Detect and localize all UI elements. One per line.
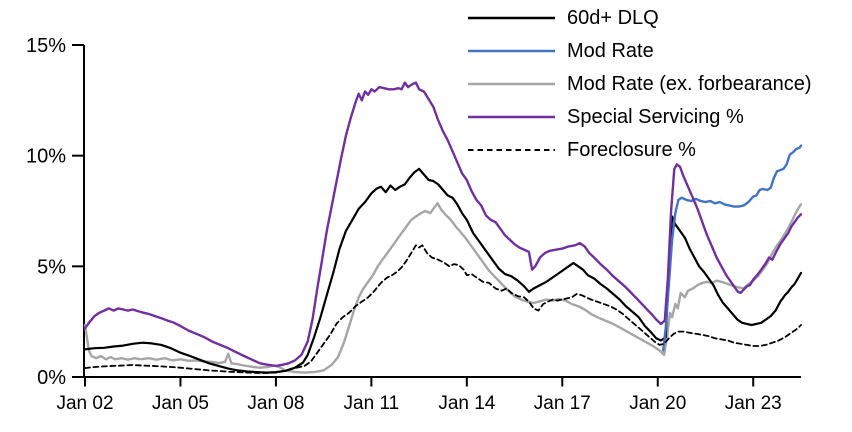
x-tick-label: Jan 20: [629, 393, 686, 414]
legend-label-special-servicing: Special Servicing %: [567, 105, 744, 128]
legend-label-mod-rate: Mod Rate: [567, 39, 654, 62]
legend-item-mod-rate-ex-forbearance: Mod Rate (ex. forbearance): [468, 67, 812, 100]
legend-item-60d-dlq: 60d+ DLQ: [468, 1, 812, 34]
y-tick-label: 15%: [26, 35, 66, 57]
series-line-mod-rate-ex-forbearance: [83, 202, 803, 374]
legend-swatch-60d-dlq: [468, 16, 555, 19]
legend-swatch-mod-rate: [468, 49, 555, 52]
legend-label-60d-dlq: 60d+ DLQ: [567, 6, 659, 29]
x-tick-label: Jan 11: [344, 393, 400, 414]
y-tick-label: 10%: [26, 146, 66, 168]
chart-legend: 60d+ DLQ Mod Rate Mod Rate (ex. forbearanc…: [468, 1, 812, 166]
x-tick-label: Jan 17: [534, 393, 591, 414]
x-tick-label: Jan 14: [438, 393, 495, 414]
x-tick-label: Jan 23: [725, 393, 782, 414]
legend-swatch-mod-rate-ex-forbearance: [468, 82, 555, 85]
legend-item-special-servicing: Special Servicing %: [468, 100, 812, 133]
series-line-foreclosure: [84, 244, 802, 374]
x-tick-label: Jan 05: [152, 393, 209, 414]
series-line-special-servicing: [83, 81, 803, 368]
legend-swatch-foreclosure: [468, 148, 555, 151]
legend-item-foreclosure: Foreclosure %: [468, 133, 812, 166]
y-tick-label: 5%: [37, 256, 66, 278]
legend-label-foreclosure: Foreclosure %: [567, 138, 696, 161]
legend-item-mod-rate: Mod Rate: [468, 34, 812, 67]
x-tick-label: Jan 02: [56, 393, 113, 414]
legend-label-mod-rate-ex-forbearance: Mod Rate (ex. forbearance): [567, 72, 812, 95]
legend-swatch-special-servicing: [468, 115, 555, 118]
series-line-mod-rate: [662, 144, 803, 352]
y-tick-label: 0%: [37, 367, 66, 389]
x-tick-label: Jan 08: [247, 393, 304, 414]
